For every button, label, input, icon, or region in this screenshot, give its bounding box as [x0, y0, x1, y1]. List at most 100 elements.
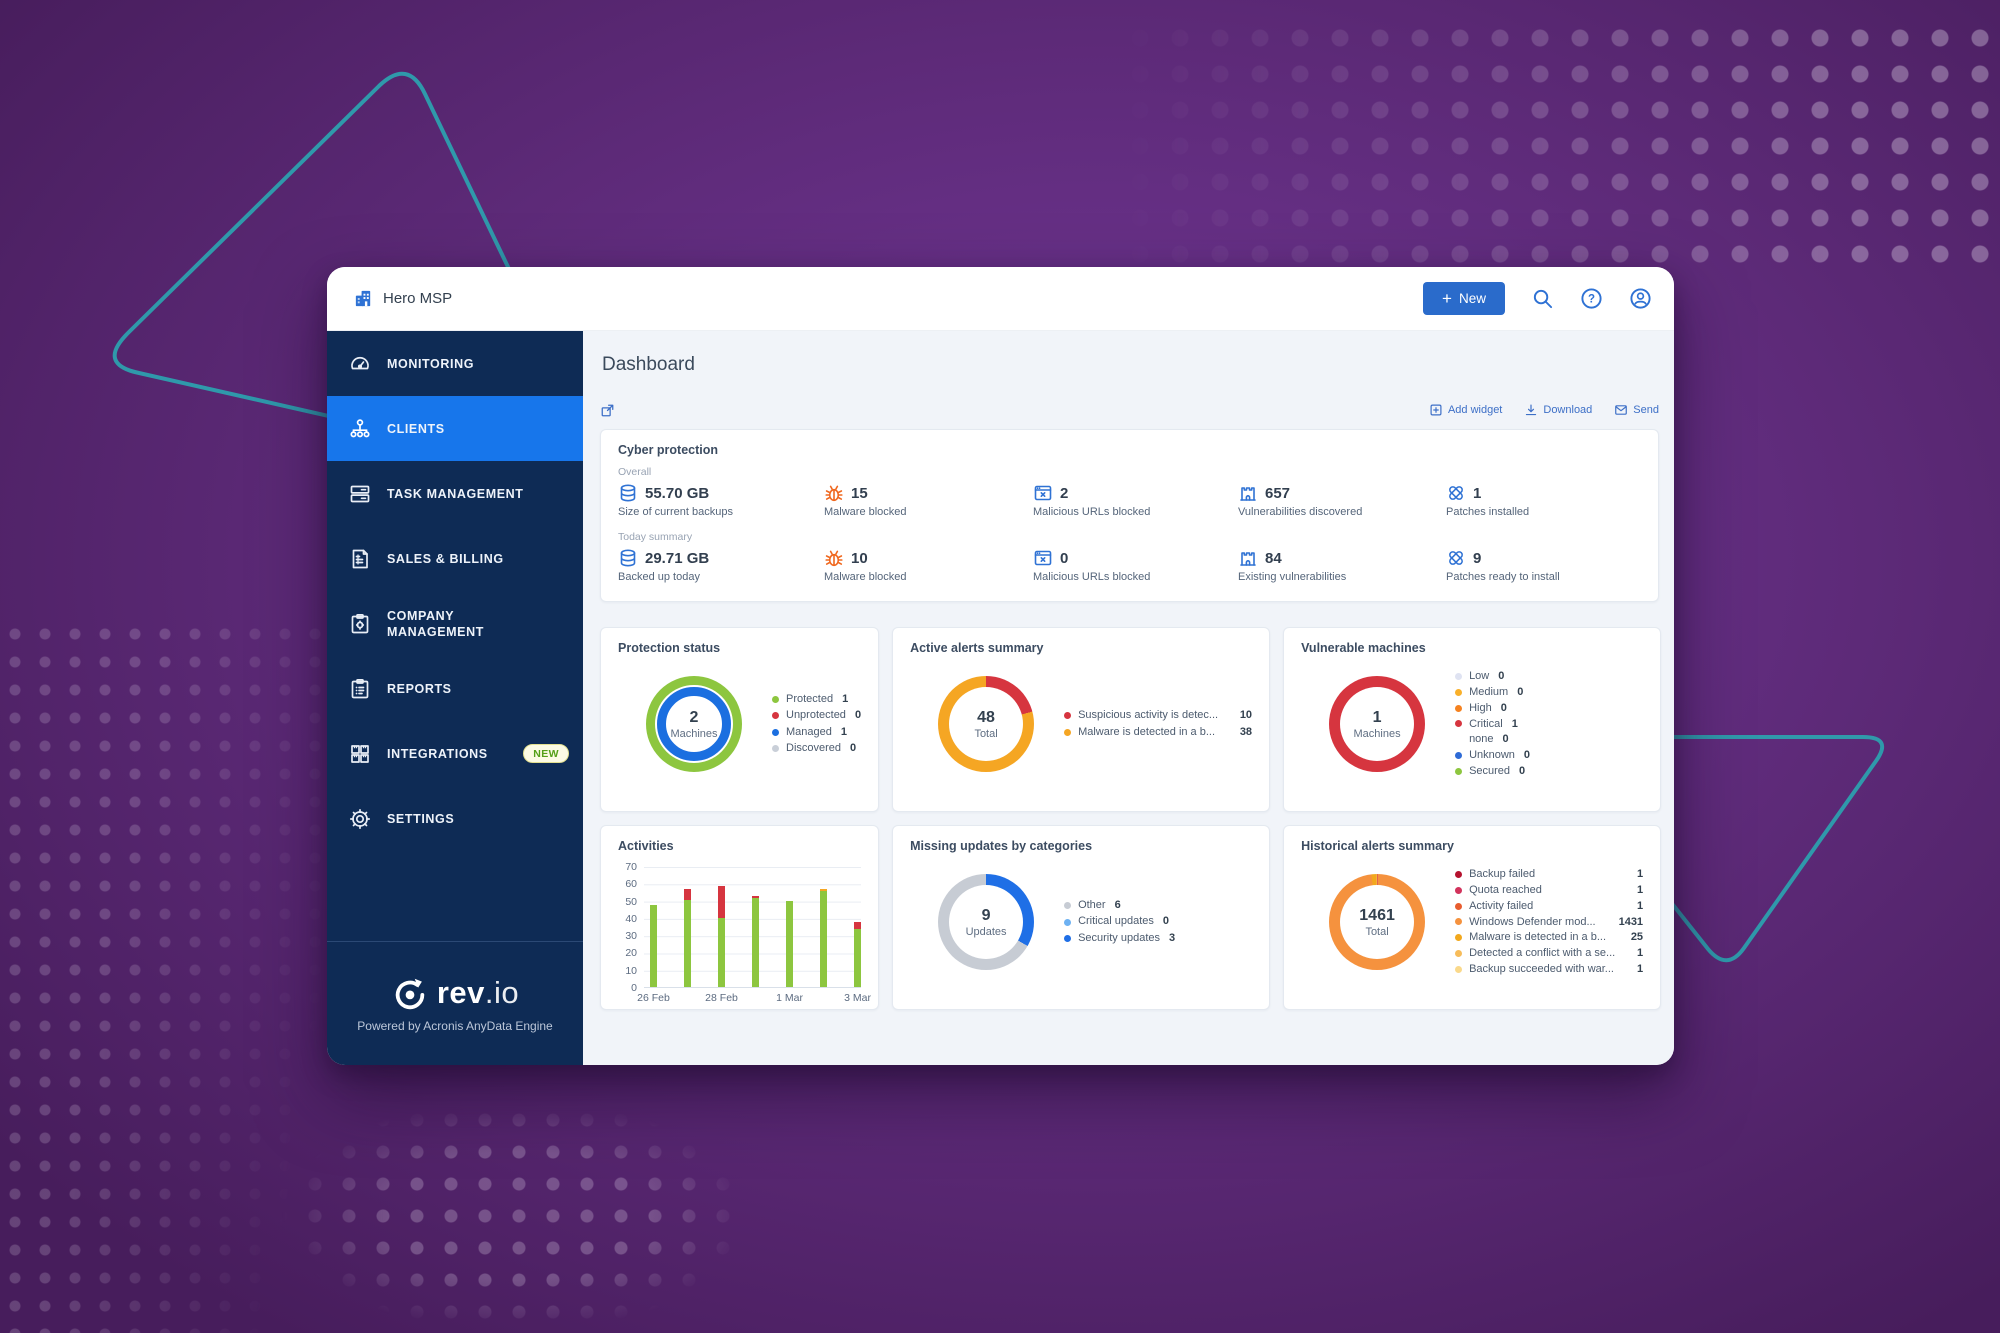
- x-axis-label: 28 Feb: [705, 992, 738, 1004]
- legend-item[interactable]: Protected 1: [772, 692, 861, 708]
- sidebar-item-integrations[interactable]: INTEGRATIONS NEW: [327, 721, 583, 786]
- bar[interactable]: [820, 867, 828, 987]
- popout-icon: [601, 404, 614, 416]
- active-alerts-legend: Suspicious activity is detec... 10 Malware…: [1064, 708, 1252, 740]
- legend-item[interactable]: Other 6: [1064, 898, 1175, 914]
- legend-item[interactable]: Suspicious activity is detec... 10: [1064, 708, 1252, 724]
- legend-item[interactable]: Security updates 3: [1064, 931, 1175, 947]
- stat: 9 Patches ready to install: [1446, 548, 1641, 584]
- patch-icon: [1446, 548, 1466, 568]
- legend-item[interactable]: Quota reached 1: [1455, 883, 1643, 898]
- monitoring-gauge-icon: [345, 352, 375, 376]
- send-button[interactable]: Send: [1614, 403, 1659, 417]
- legend-item[interactable]: Malware is detected in a b... 25: [1455, 930, 1643, 945]
- bar[interactable]: 1 Mar: [776, 867, 803, 1004]
- bar[interactable]: [684, 867, 692, 987]
- widget-title: Missing updates by categories: [910, 839, 1093, 853]
- legend-item[interactable]: Discovered 0: [772, 741, 861, 757]
- sidebar-item-label: SETTINGS: [387, 811, 455, 826]
- help-button[interactable]: ?: [1580, 287, 1603, 310]
- legend-value: 1: [840, 725, 847, 738]
- legend-dot: [772, 695, 779, 703]
- legend-item[interactable]: High 0: [1455, 701, 1530, 716]
- legend-dot: [1455, 767, 1463, 775]
- legend-item[interactable]: Critical 1: [1455, 717, 1530, 732]
- stat-label: Malicious URLs blocked: [1033, 506, 1151, 518]
- protection-status-chart[interactable]: 2 Machines: [646, 676, 742, 772]
- company-management-icon: [345, 612, 375, 636]
- popout-button[interactable]: [600, 403, 615, 418]
- legend-value: 0: [850, 742, 857, 754]
- legend-item[interactable]: Malware is detected in a b... 38: [1064, 725, 1252, 741]
- stat-label: Malware blocked: [824, 506, 907, 518]
- missing-updates-chart[interactable]: 9 Updates: [938, 874, 1035, 970]
- active-alerts-chart[interactable]: 48 Total: [938, 676, 1035, 772]
- account-button[interactable]: [1629, 287, 1652, 310]
- legend-label: Windows Defender mod...: [1469, 915, 1596, 928]
- stat: 29.71 GB Backed up today: [618, 548, 824, 583]
- legend-item[interactable]: Backup succeeded with war... 1: [1455, 962, 1643, 977]
- legend-label: High: [1469, 701, 1492, 714]
- legend-item[interactable]: Backup failed 1: [1455, 867, 1643, 882]
- sales-billing-invoice-icon: [345, 547, 375, 571]
- legend-item[interactable]: Managed 1: [772, 725, 861, 741]
- legend-item[interactable]: Secured 0: [1455, 764, 1530, 779]
- legend-value: 0: [1500, 701, 1507, 714]
- legend-label: Low: [1469, 670, 1490, 683]
- today-summary-label: Today summary: [618, 531, 693, 543]
- legend-item[interactable]: Medium 0: [1455, 685, 1530, 700]
- legend-dot: [1064, 902, 1072, 909]
- legend-label: Medium: [1469, 686, 1509, 698]
- sidebar-item-clients[interactable]: CLIENTS: [327, 396, 583, 461]
- sidebar-item-sales-billing[interactable]: SALES & BILLING: [327, 526, 583, 591]
- halftone-dots-bottom: [230, 1040, 750, 1333]
- stat: 657 Vulnerabilities discovered: [1238, 483, 1446, 519]
- legend-value: 25: [1630, 931, 1644, 944]
- legend-item[interactable]: Unknown 0: [1455, 748, 1530, 763]
- legend-label: Activity failed: [1469, 899, 1534, 912]
- y-axis-tick: 20: [625, 947, 637, 960]
- legend-label: Critical updates: [1078, 915, 1154, 928]
- vulnerable-machines-chart[interactable]: 1 Machines: [1329, 676, 1426, 772]
- x-axis-label: 3 Mar: [844, 992, 872, 1004]
- legend-item[interactable]: Activity failed 1: [1455, 899, 1643, 914]
- legend-label: Detected a conflict with a se...: [1469, 947, 1616, 960]
- legend-item[interactable]: Windows Defender mod... 1431: [1455, 915, 1643, 930]
- historical-alerts-chart[interactable]: 1461 Total: [1329, 874, 1426, 970]
- widget-title: Protection status: [618, 641, 721, 655]
- search-button[interactable]: [1531, 287, 1554, 310]
- stat-label: Malicious URLs blocked: [1033, 571, 1151, 583]
- bar[interactable]: 3 Mar: [844, 867, 871, 1004]
- managed-ring: 2 Machines: [657, 687, 731, 761]
- help-icon: ?: [1581, 288, 1602, 309]
- legend-label: Protected: [786, 692, 834, 705]
- sidebar-item-settings[interactable]: SETTINGS: [327, 786, 583, 851]
- powered-by-tagline: Powered by Acronis AnyData Engine: [357, 1019, 553, 1033]
- legend-item[interactable]: Low 0: [1455, 669, 1530, 684]
- legend-label: Secured: [1469, 764, 1511, 777]
- legend-item[interactable]: Detected a conflict with a se... 1: [1455, 946, 1643, 961]
- download-button[interactable]: Download: [1524, 403, 1592, 417]
- stat-value: 29.71 GB: [645, 549, 710, 567]
- sidebar-item-reports[interactable]: REPORTS: [327, 656, 583, 721]
- bar[interactable]: [752, 867, 760, 987]
- new-button[interactable]: + New: [1423, 282, 1505, 315]
- svg-text:?: ?: [1588, 294, 1595, 306]
- vulnerability-icon: [1238, 548, 1258, 568]
- sidebar-item-task-management[interactable]: TASK MANAGEMENT: [327, 461, 583, 526]
- widget-active-alerts: Active alerts summary 48 Total Suspiciou…: [892, 627, 1271, 812]
- bar[interactable]: 28 Feb: [705, 867, 738, 1004]
- malicious-url-icon: [1033, 483, 1053, 503]
- bar[interactable]: 26 Feb: [637, 867, 670, 1004]
- legend-item[interactable]: none 0: [1455, 732, 1530, 747]
- stat-value: 1: [1473, 484, 1482, 502]
- legend-item[interactable]: Critical updates 0: [1064, 914, 1175, 930]
- add-widget-button[interactable]: Add widget: [1429, 403, 1502, 417]
- app-window: Hero MSP + New ?: [327, 267, 1674, 1065]
- sidebar-item-company-management[interactable]: COMPANY MANAGEMENT: [327, 591, 583, 656]
- sidebar-item-monitoring[interactable]: MONITORING: [327, 331, 583, 396]
- sidebar-item-label: TASK MANAGEMENT: [387, 486, 524, 501]
- legend-item[interactable]: Unprotected 0: [772, 708, 861, 724]
- legend-dot: [772, 712, 779, 720]
- legend-value: 3: [1169, 931, 1176, 944]
